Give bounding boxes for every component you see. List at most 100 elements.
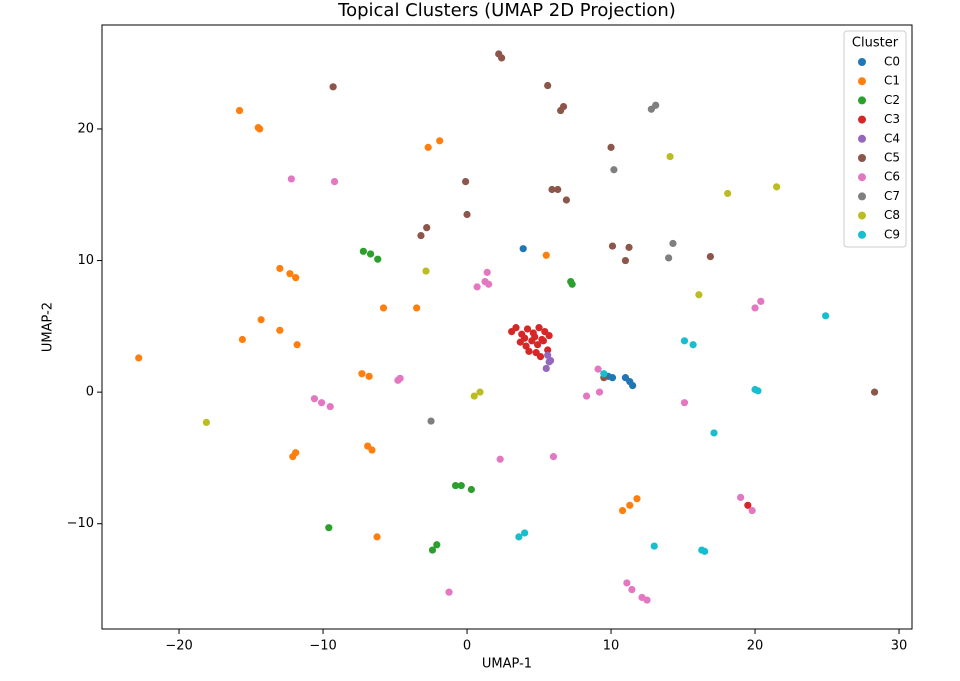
legend-marker (858, 154, 866, 162)
point (276, 264, 284, 273)
legend-marker (858, 230, 866, 239)
legend-label: C7 (884, 189, 900, 203)
point (737, 493, 745, 502)
point (562, 196, 571, 204)
point (135, 354, 143, 362)
point (633, 495, 641, 503)
point (595, 388, 604, 396)
point (534, 341, 542, 349)
point (373, 533, 381, 541)
legend-label: C8 (884, 208, 900, 222)
point (422, 267, 430, 275)
point (621, 256, 630, 265)
point (594, 365, 602, 373)
point (462, 177, 470, 186)
point (535, 324, 543, 332)
point (757, 297, 765, 305)
point (623, 579, 631, 587)
point (548, 185, 556, 194)
point (610, 166, 618, 174)
point (396, 374, 404, 382)
point (545, 331, 553, 340)
point (519, 245, 527, 253)
point (325, 524, 333, 532)
point (618, 506, 627, 515)
point (359, 247, 367, 255)
point (701, 547, 709, 555)
point (542, 251, 550, 259)
point (544, 351, 552, 359)
point (433, 541, 441, 549)
point (436, 137, 444, 145)
point (680, 337, 689, 345)
legend-marker (858, 115, 866, 124)
point (724, 189, 732, 198)
point (292, 449, 300, 457)
y-tick-label: 20 (77, 121, 94, 136)
point (870, 388, 879, 396)
point (600, 370, 608, 378)
chart-title: Topical Clusters (UMAP 2D Projection) (337, 0, 676, 21)
point (379, 304, 388, 312)
point (559, 102, 568, 111)
point (485, 280, 493, 288)
point (549, 453, 558, 461)
x-tick-label: −20 (165, 639, 192, 654)
legend-marker (858, 211, 866, 220)
point (417, 231, 425, 240)
point (424, 143, 432, 151)
point (545, 358, 553, 366)
point (326, 403, 334, 411)
point (498, 54, 506, 62)
point (523, 325, 532, 333)
point (628, 585, 636, 594)
x-tick-label: 0 (463, 639, 471, 654)
point (512, 324, 520, 332)
point (368, 446, 376, 454)
point (544, 81, 552, 90)
legend-marker (858, 173, 866, 182)
x-tick-label: −10 (309, 639, 336, 654)
point (496, 455, 504, 463)
point (515, 533, 523, 541)
legend-label: C2 (884, 93, 900, 107)
point (607, 143, 615, 151)
point (238, 335, 246, 344)
point (608, 374, 617, 382)
point (276, 326, 284, 334)
point (525, 347, 533, 355)
point (423, 224, 431, 232)
point (256, 125, 264, 133)
point (366, 250, 375, 258)
point (522, 342, 530, 350)
point (287, 175, 295, 183)
point (330, 177, 339, 186)
point (483, 268, 491, 276)
y-tick-label: 0 (86, 385, 94, 400)
x-tick-label: 10 (603, 639, 620, 654)
point (706, 252, 715, 261)
y-axis-label: UMAP-2 (41, 302, 56, 352)
legend-marker (858, 77, 866, 86)
point (538, 335, 546, 344)
point (470, 392, 478, 400)
point (473, 283, 481, 291)
point (257, 316, 265, 324)
legend-label: C6 (884, 170, 900, 184)
legend-box (843, 30, 907, 248)
point (293, 341, 301, 349)
point (202, 418, 210, 427)
point (669, 239, 677, 248)
point (318, 399, 326, 407)
point (286, 270, 294, 278)
legend-label: C3 (884, 112, 900, 126)
point (689, 341, 697, 349)
legend-marker (858, 134, 866, 143)
point (536, 353, 545, 361)
point (608, 242, 617, 250)
point (451, 481, 460, 490)
point (544, 346, 552, 354)
y-tick-label: 10 (77, 253, 94, 268)
